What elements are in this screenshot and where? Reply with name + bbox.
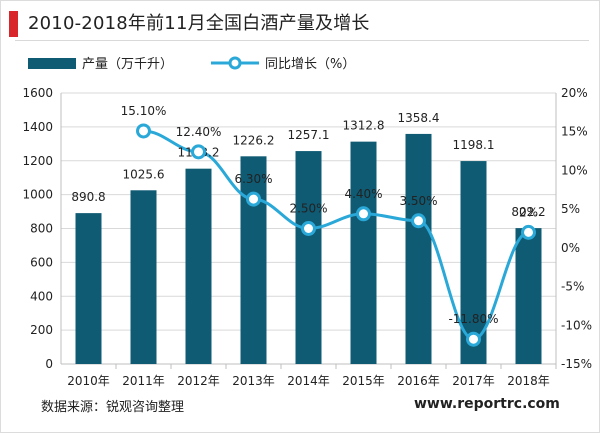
right-tick-label: 0% (561, 241, 580, 255)
chart-title: 2010-2018年前11月全国白酒产量及增长 (28, 13, 370, 34)
bar-value-label: 1358.4 (398, 111, 440, 125)
right-tick-label: 5% (561, 202, 580, 216)
line-marker (356, 206, 371, 222)
left-tick-label: 800 (30, 222, 53, 236)
bar (350, 141, 377, 364)
line-value-label: 4.40% (344, 187, 382, 201)
right-tick-label: 10% (561, 163, 588, 177)
line-value-label: 15.10% (121, 104, 167, 118)
legend-line-marker (228, 56, 242, 70)
line-value-label: 12.40% (176, 125, 222, 139)
bar-value-label: 1257.1 (288, 128, 330, 142)
left-tick-label: 400 (30, 289, 53, 303)
bar-value-label: 1312.8 (343, 119, 385, 133)
left-tick-label: 1400 (22, 120, 53, 134)
title-bar: 2010-2018年前11月全国白酒产量及增长 (9, 10, 370, 38)
legend-line-label: 同比增长（%） (265, 57, 355, 72)
bar-value-label: 802.2 (511, 205, 545, 219)
title-divider (15, 40, 589, 41)
left-tick-label: 0 (45, 357, 53, 371)
left-tick-label: 200 (30, 323, 53, 337)
x-tick-label: 2012年 (177, 374, 220, 388)
bar (405, 133, 432, 364)
right-tick-label: 20% (561, 86, 588, 100)
line-value-label: 2% (519, 205, 538, 219)
title-accent-bar (9, 11, 18, 37)
right-tick-label: -10% (561, 318, 592, 332)
line-marker (136, 123, 151, 139)
right-tick-label: -5% (561, 280, 584, 294)
line-value-label: 3.50% (399, 194, 437, 208)
bar (75, 213, 102, 364)
right-tick-label: 15% (561, 125, 588, 139)
bar-value-label: 1226.2 (233, 133, 275, 147)
x-tick-label: 2016年 (397, 374, 440, 388)
line-value-label: -11.80% (448, 312, 498, 326)
line-value-label: 6.30% (234, 172, 272, 186)
bar-value-label: 1025.6 (123, 167, 165, 181)
left-tick-label: 1600 (22, 86, 53, 100)
left-tick-label: 1000 (22, 188, 53, 202)
x-tick-label: 2015年 (342, 374, 385, 388)
x-tick-label: 2014年 (287, 374, 330, 388)
bar (240, 156, 267, 364)
line-marker (246, 191, 261, 207)
left-tick-label: 600 (30, 255, 53, 269)
x-tick-label: 2010年 (67, 374, 110, 388)
x-tick-label: 2013年 (232, 374, 275, 388)
bar (130, 190, 157, 364)
line-marker (191, 144, 206, 160)
legend-bar-swatch (28, 58, 76, 69)
bar (185, 168, 212, 364)
site-url: www.reportrc.com (414, 396, 560, 412)
line-marker (411, 213, 426, 229)
bar (295, 151, 322, 364)
x-tick-label: 2011年 (122, 374, 165, 388)
x-tick-label: 2017年 (452, 374, 495, 388)
source-note: 数据来源：锐观咨询整理 (41, 400, 185, 415)
line-marker (301, 221, 316, 236)
line-marker (521, 224, 536, 240)
bar (515, 228, 542, 364)
left-tick-label: 1200 (22, 154, 53, 168)
bar-value-label: 1198.1 (453, 138, 495, 152)
line-value-label: 2.50% (289, 202, 327, 216)
x-tick-label: 2018年 (507, 374, 550, 388)
bar-value-label: 890.8 (71, 190, 105, 204)
legend-bar-label: 产量（万千升） (82, 57, 173, 72)
line-marker (466, 331, 481, 347)
right-tick-label: -15% (561, 357, 592, 371)
